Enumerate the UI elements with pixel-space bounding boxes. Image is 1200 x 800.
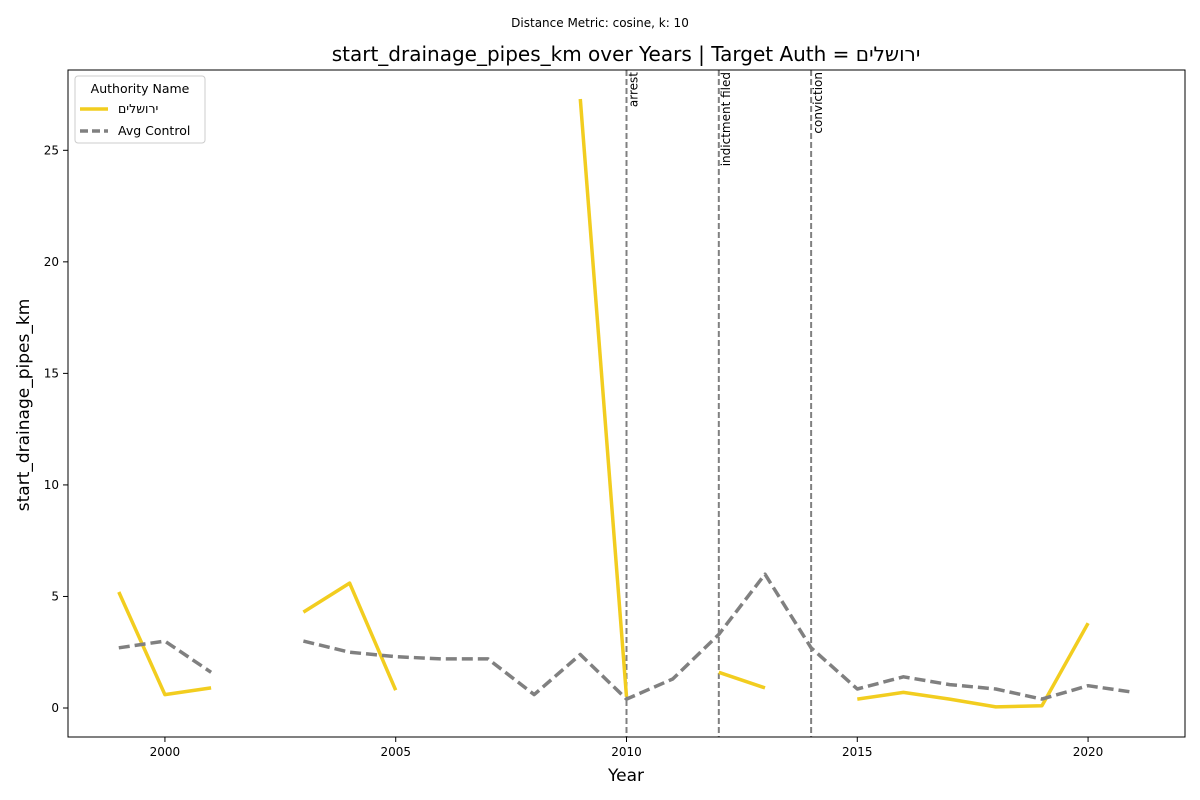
y-axis-label: start_drainage_pipes_km bbox=[14, 299, 34, 511]
chart-suptitle: Distance Metric: cosine, k: 10 bbox=[511, 16, 689, 30]
series-line-0 bbox=[578, 98, 629, 697]
x-tick-label: 2010 bbox=[611, 745, 642, 759]
y-tick-label: 25 bbox=[44, 143, 59, 157]
event-label: conviction bbox=[811, 72, 825, 134]
legend-title: Authority Name bbox=[91, 81, 190, 96]
y-tick-label: 15 bbox=[44, 366, 59, 380]
legend-entry: ירושלים bbox=[118, 101, 158, 116]
x-tick-label: 2015 bbox=[842, 745, 873, 759]
x-tick-label: 2020 bbox=[1073, 745, 1104, 759]
series-line-0 bbox=[302, 581, 398, 691]
y-tick-label: 5 bbox=[51, 589, 59, 603]
legend-box bbox=[74, 75, 206, 144]
y-tick-label: 10 bbox=[44, 478, 59, 492]
x-axis-label: Year bbox=[607, 766, 644, 786]
series-line-1 bbox=[118, 639, 213, 674]
x-tick-label: 2005 bbox=[380, 745, 411, 759]
y-tick-label: 20 bbox=[44, 255, 59, 269]
event-label: arrest bbox=[627, 72, 641, 107]
series-line-1 bbox=[302, 572, 1135, 701]
legend-entry: Avg Control bbox=[118, 123, 190, 138]
y-tick-label: 0 bbox=[51, 701, 59, 715]
series-line-0 bbox=[117, 591, 212, 697]
event-label: indictment filed bbox=[719, 72, 733, 166]
chart-title: start_drainage_pipes_km over Years | Tar… bbox=[332, 42, 921, 66]
legend: Authority Name ירושלים Avg Control bbox=[74, 75, 206, 144]
x-tick-label: 2000 bbox=[150, 745, 181, 759]
series-line-0 bbox=[718, 670, 766, 690]
series-line-0 bbox=[857, 622, 1090, 709]
